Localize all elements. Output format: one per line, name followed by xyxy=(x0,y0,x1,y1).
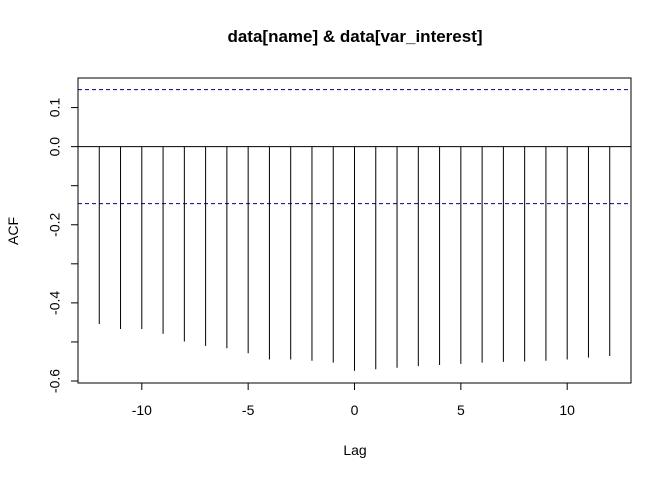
acf-bars xyxy=(98,146,611,371)
x-tick-label: -10 xyxy=(132,402,152,418)
x-tick-label: 0 xyxy=(351,402,359,418)
y-axis-label: ACF xyxy=(5,217,21,245)
x-tick-label: 5 xyxy=(457,402,465,418)
y-tick-label: -0.4 xyxy=(47,291,63,315)
chart-title: data[name] & data[var_interest] xyxy=(227,27,482,46)
x-axis-label: Lag xyxy=(343,442,366,458)
y-tick-label: 0.0 xyxy=(47,137,63,157)
y-axis: -0.6 -0.4 -0.2 0.0 0.1 xyxy=(47,98,79,393)
x-axis: -10 -5 0 5 10 xyxy=(132,382,575,418)
x-tick-label: -5 xyxy=(242,402,255,418)
y-tick-label: -0.2 xyxy=(47,212,63,236)
y-tick-label: 0.1 xyxy=(47,98,63,118)
x-tick-label: 10 xyxy=(559,402,575,418)
y-tick-label: -0.6 xyxy=(47,369,63,393)
